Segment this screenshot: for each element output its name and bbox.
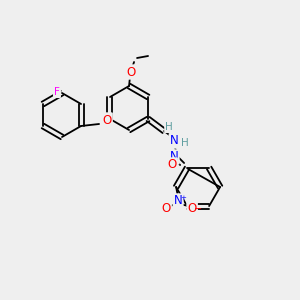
Text: O: O [161,202,171,215]
Text: F: F [54,87,60,97]
Text: O: O [102,113,112,127]
Text: N: N [170,151,178,164]
Text: H: H [165,122,173,132]
Text: H: H [181,138,189,148]
Text: O: O [188,202,197,215]
Text: +: + [180,195,186,201]
Text: −: − [194,204,202,214]
Text: O: O [167,158,177,172]
Text: O: O [126,65,136,79]
Text: N: N [170,134,178,148]
Text: N: N [174,194,182,208]
